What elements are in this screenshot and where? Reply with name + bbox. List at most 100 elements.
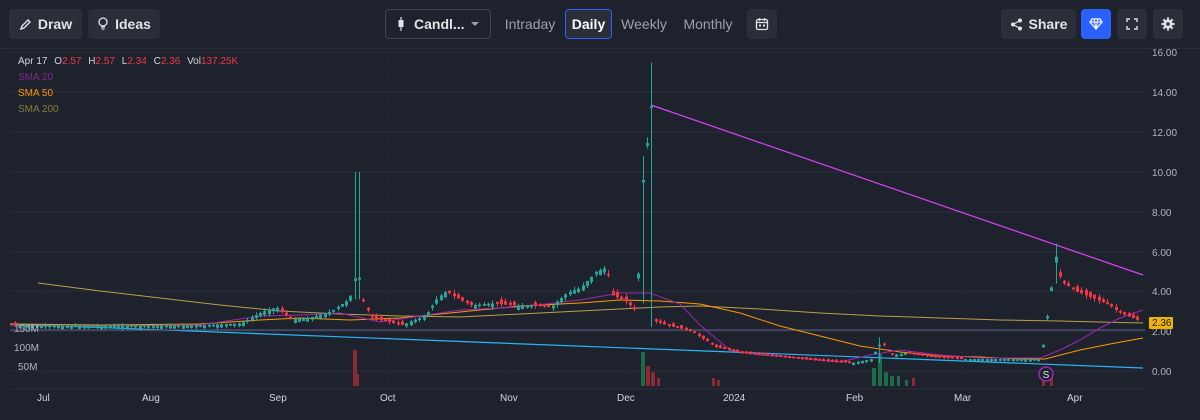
tab-daily[interactable]: Daily bbox=[565, 9, 612, 39]
candle-body bbox=[530, 305, 533, 308]
expand-icon bbox=[1126, 18, 1138, 30]
draw-button[interactable]: Draw bbox=[9, 9, 82, 39]
marker-label: S bbox=[1043, 370, 1050, 381]
candle-body bbox=[883, 343, 886, 346]
ideas-button[interactable]: Ideas bbox=[88, 9, 160, 39]
last-price-label: 2.36 bbox=[1152, 318, 1172, 329]
candle-body bbox=[392, 320, 395, 324]
candle-body bbox=[745, 351, 748, 354]
candle-body bbox=[676, 326, 679, 328]
candle-body bbox=[1106, 302, 1109, 305]
legend-sma50[interactable]: SMA 50 bbox=[18, 88, 54, 99]
x-label: Oct bbox=[380, 393, 396, 404]
candle-body bbox=[18, 325, 21, 328]
candle-body bbox=[1059, 272, 1062, 277]
candle-body bbox=[147, 325, 150, 328]
premium-button[interactable] bbox=[1081, 9, 1111, 39]
candle-body bbox=[126, 325, 129, 329]
candle-body bbox=[1016, 359, 1019, 361]
candle-body bbox=[453, 293, 456, 297]
candle-body bbox=[1102, 299, 1105, 303]
price-chart[interactable]: S 16.00 14.00 12.00 10.00 8.00 6.00 4.00… bbox=[0, 48, 1200, 420]
settings-button[interactable] bbox=[1153, 9, 1183, 39]
legend-sma200[interactable]: SMA 200 bbox=[18, 104, 59, 115]
candle-body bbox=[762, 353, 765, 356]
candle-body bbox=[509, 302, 512, 306]
candle-body bbox=[319, 314, 322, 319]
candle-body bbox=[345, 301, 348, 306]
x-label: Feb bbox=[846, 393, 864, 404]
candle-body bbox=[1067, 283, 1070, 287]
candle-body bbox=[900, 353, 903, 357]
candle-body bbox=[461, 297, 464, 301]
candle-body bbox=[272, 308, 275, 312]
candle-body bbox=[427, 312, 430, 316]
candle-body bbox=[560, 298, 563, 303]
candle-body bbox=[852, 362, 855, 366]
candle-body bbox=[66, 325, 69, 329]
candle-body bbox=[951, 356, 954, 359]
tab-monthly[interactable]: Monthly bbox=[683, 16, 733, 32]
candle-body bbox=[384, 319, 387, 322]
candle-body bbox=[263, 310, 266, 315]
candle-body bbox=[362, 299, 365, 302]
candle-body bbox=[203, 325, 206, 329]
candle-body bbox=[668, 324, 671, 326]
candle-body bbox=[642, 179, 645, 183]
close-number: 2.36 bbox=[160, 56, 181, 67]
legend-sma20[interactable]: SMA 20 bbox=[18, 72, 54, 83]
candle-body bbox=[1072, 287, 1075, 290]
candle-body bbox=[14, 322, 17, 326]
signal-marker[interactable]: S bbox=[1038, 366, 1054, 382]
lower-trendline[interactable] bbox=[9, 323, 1144, 369]
chevron-down-icon bbox=[471, 22, 479, 26]
candle-body bbox=[646, 143, 649, 146]
candle-body bbox=[375, 315, 378, 320]
candle-body bbox=[1123, 312, 1126, 315]
candle-body bbox=[121, 325, 124, 330]
candle-body bbox=[496, 301, 499, 304]
candle-body bbox=[448, 290, 451, 294]
candle-body bbox=[246, 319, 249, 322]
candle-body bbox=[457, 294, 460, 299]
candle-body bbox=[302, 318, 305, 322]
candle-body bbox=[371, 314, 374, 318]
candle-body bbox=[612, 291, 615, 296]
candle-body bbox=[199, 325, 202, 328]
candle-body bbox=[848, 361, 851, 363]
candle-body bbox=[904, 353, 907, 355]
candle-body bbox=[139, 325, 142, 329]
candle-body bbox=[878, 344, 881, 347]
candle-body bbox=[827, 359, 830, 362]
candle-body bbox=[48, 325, 51, 328]
candle-body bbox=[633, 307, 636, 310]
candle-body bbox=[534, 302, 537, 306]
candle-body bbox=[693, 331, 696, 334]
candle-body bbox=[680, 325, 683, 329]
calendar-button[interactable] bbox=[747, 9, 777, 39]
high-number: 2.57 bbox=[95, 56, 115, 67]
y-tick: 0.00 bbox=[1152, 367, 1172, 378]
candle-body bbox=[358, 277, 361, 280]
tab-intraday[interactable]: Intraday bbox=[504, 16, 556, 32]
candle-body bbox=[917, 353, 920, 356]
y-tick: 4.00 bbox=[1152, 287, 1172, 298]
share-button[interactable]: Share bbox=[1001, 9, 1076, 39]
candle-body bbox=[195, 325, 198, 328]
candle-body bbox=[328, 311, 331, 315]
chart-type-select[interactable]: Candl... bbox=[385, 9, 491, 39]
candle-body bbox=[487, 303, 490, 306]
candle-body bbox=[685, 327, 688, 331]
candle-body bbox=[1076, 286, 1079, 292]
candle-body bbox=[990, 359, 993, 362]
candle-body bbox=[190, 325, 193, 328]
candle-body bbox=[83, 325, 86, 329]
candle-body bbox=[840, 360, 843, 363]
upper-trendline[interactable] bbox=[650, 104, 1144, 276]
fullscreen-button[interactable] bbox=[1117, 9, 1147, 39]
candle-body bbox=[930, 355, 933, 358]
candle-body bbox=[444, 292, 447, 298]
last-price-tag: 2.36 bbox=[1149, 317, 1173, 329]
candle-body bbox=[870, 359, 873, 362]
tab-weekly[interactable]: Weekly bbox=[621, 16, 667, 32]
